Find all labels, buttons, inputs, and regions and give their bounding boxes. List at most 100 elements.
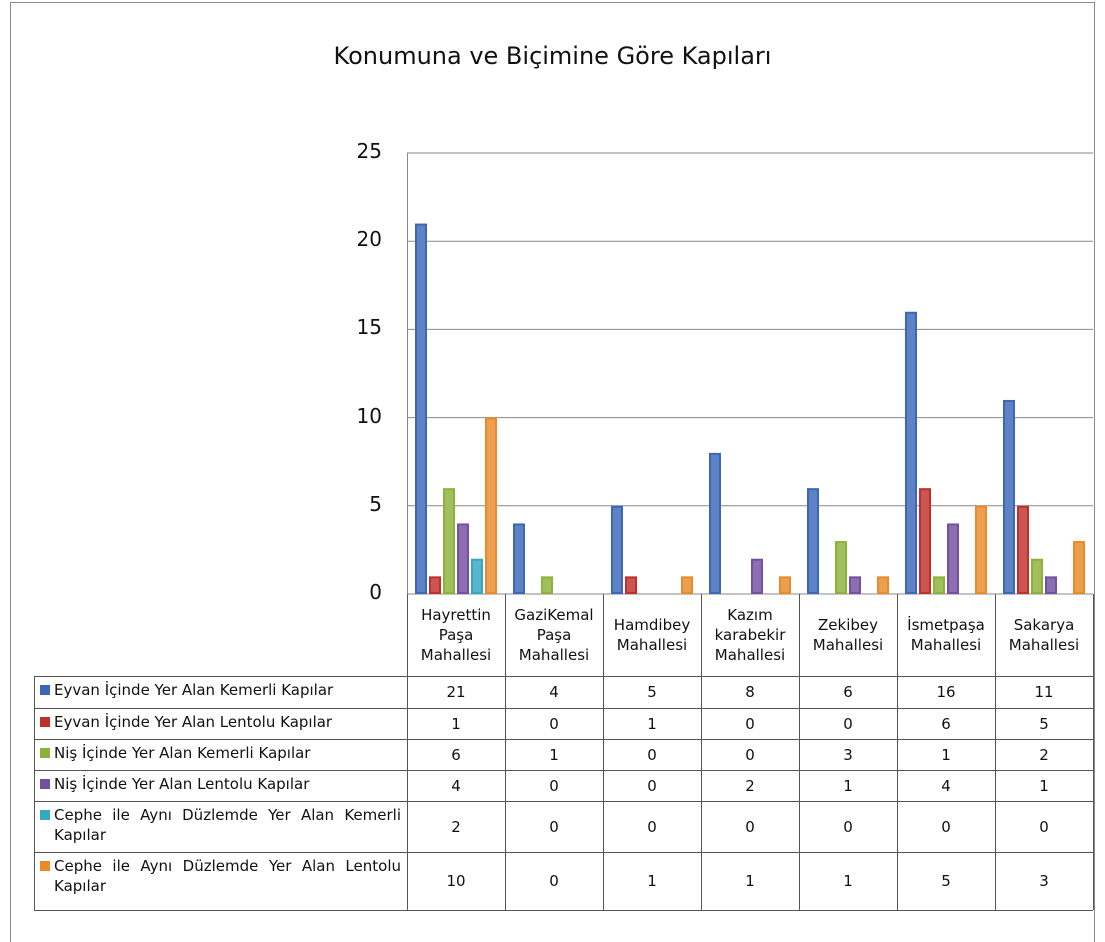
legend-label: Niş İçinde Yer Alan Kemerli Kapılar bbox=[54, 744, 311, 762]
legend-label: Cephe ile Aynı Düzlemde Yer Alan Kemerli… bbox=[54, 806, 401, 844]
bar-highlight bbox=[1075, 543, 1083, 592]
table-value: 0 bbox=[843, 714, 853, 733]
bar bbox=[429, 576, 441, 594]
bar-highlight bbox=[753, 560, 761, 592]
table-value: 4 bbox=[451, 776, 461, 795]
bar-highlight bbox=[711, 454, 719, 592]
bar-highlight bbox=[851, 578, 859, 592]
table-value: 2 bbox=[1039, 745, 1049, 764]
table-value: 1 bbox=[647, 872, 657, 890]
legend-key bbox=[40, 685, 50, 695]
table-value: 0 bbox=[745, 817, 755, 836]
y-tick-label: 10 bbox=[356, 403, 382, 428]
y-tick-label: 0 bbox=[369, 580, 382, 604]
table-value: 0 bbox=[647, 817, 657, 836]
category-label: Zekibey Mahallesi bbox=[812, 616, 884, 654]
table-value: 16 bbox=[936, 683, 956, 701]
table-value: 5 bbox=[941, 872, 951, 890]
table-value: 3 bbox=[1039, 872, 1049, 890]
legend-label: Niş İçinde Yer Alan Lentolu Kapılar bbox=[54, 775, 310, 793]
bar-highlight bbox=[473, 560, 481, 592]
y-tick-label: 15 bbox=[356, 315, 382, 340]
bar-highlight bbox=[431, 578, 439, 592]
table-value: 3 bbox=[843, 745, 853, 764]
table-value: 2 bbox=[451, 817, 461, 836]
category-label: Kazım karabekir Mahallesi bbox=[714, 606, 786, 664]
bar-highlight bbox=[837, 543, 845, 592]
table-value: 21 bbox=[446, 683, 466, 701]
table-value: 1 bbox=[647, 714, 657, 733]
bar bbox=[443, 488, 455, 594]
bar-highlight bbox=[879, 578, 887, 592]
bar-highlight bbox=[949, 525, 957, 592]
legend-key bbox=[40, 779, 50, 789]
table-value: 0 bbox=[745, 714, 755, 733]
table-value: 0 bbox=[941, 817, 951, 836]
bar bbox=[1031, 558, 1043, 594]
y-tick-label: 25 bbox=[356, 139, 382, 163]
table-value: 1 bbox=[941, 745, 951, 764]
table-value: 1 bbox=[745, 872, 755, 890]
bar bbox=[877, 576, 889, 594]
bar-highlight bbox=[543, 578, 551, 592]
category-label: İsmetpaşa Mahallesi bbox=[907, 616, 985, 654]
table-value: 1 bbox=[843, 776, 853, 795]
bar bbox=[611, 505, 623, 594]
table-value: 1 bbox=[549, 745, 559, 764]
legend-label: Eyvan İçinde Yer Alan Kemerli Kapılar bbox=[54, 681, 334, 699]
bar bbox=[835, 541, 847, 594]
bar bbox=[919, 488, 931, 594]
bar bbox=[681, 576, 693, 594]
bar bbox=[905, 311, 917, 594]
y-tick-label: 5 bbox=[369, 491, 382, 516]
bar-highlight bbox=[515, 525, 523, 592]
bar bbox=[1045, 576, 1057, 594]
legend-key bbox=[40, 717, 50, 727]
bar-highlight bbox=[977, 507, 985, 592]
category-label: Sakarya Mahallesi bbox=[1008, 616, 1080, 654]
bar bbox=[709, 452, 721, 594]
bar-highlight bbox=[809, 490, 817, 592]
bar bbox=[933, 576, 945, 594]
y-tick-label: 20 bbox=[356, 227, 382, 252]
table-value: 1 bbox=[1039, 776, 1049, 795]
bar-highlight bbox=[1005, 401, 1013, 592]
table-value: 0 bbox=[843, 817, 853, 836]
bar-highlight bbox=[683, 578, 691, 592]
table-value: 5 bbox=[1039, 714, 1049, 733]
table-value: 1 bbox=[843, 872, 853, 890]
bar bbox=[471, 558, 483, 594]
table-value: 2 bbox=[745, 776, 755, 795]
category-label: Hamdibey Mahallesi bbox=[613, 616, 691, 654]
table-value: 11 bbox=[1034, 683, 1054, 701]
table-value: 6 bbox=[941, 714, 951, 733]
bar-highlight bbox=[613, 507, 621, 592]
table-value: 0 bbox=[549, 714, 559, 733]
bar bbox=[1073, 541, 1085, 594]
table-value: 6 bbox=[451, 745, 461, 764]
bar bbox=[849, 576, 861, 594]
category-label: GaziKemal Paşa Mahallesi bbox=[514, 606, 594, 664]
table-value: 0 bbox=[549, 776, 559, 795]
bar bbox=[975, 505, 987, 594]
bar-highlight bbox=[781, 578, 789, 592]
table-value: 1 bbox=[451, 714, 461, 733]
table-value: 0 bbox=[647, 776, 657, 795]
bar-highlight bbox=[907, 313, 915, 592]
legend-label: Cephe ile Aynı Düzlemde Yer Alan Lentolu… bbox=[54, 857, 401, 895]
bar bbox=[415, 223, 427, 594]
table-value: 8 bbox=[745, 683, 755, 701]
table-value: 0 bbox=[549, 817, 559, 836]
bar bbox=[485, 417, 497, 594]
bar bbox=[1017, 505, 1029, 594]
table-value: 10 bbox=[446, 872, 466, 890]
legend-key bbox=[40, 861, 50, 871]
table-value: 4 bbox=[549, 683, 559, 701]
bar bbox=[541, 576, 553, 594]
legend-key bbox=[40, 748, 50, 758]
bar bbox=[807, 488, 819, 594]
bar-highlight bbox=[1033, 560, 1041, 592]
bar bbox=[1003, 399, 1015, 594]
